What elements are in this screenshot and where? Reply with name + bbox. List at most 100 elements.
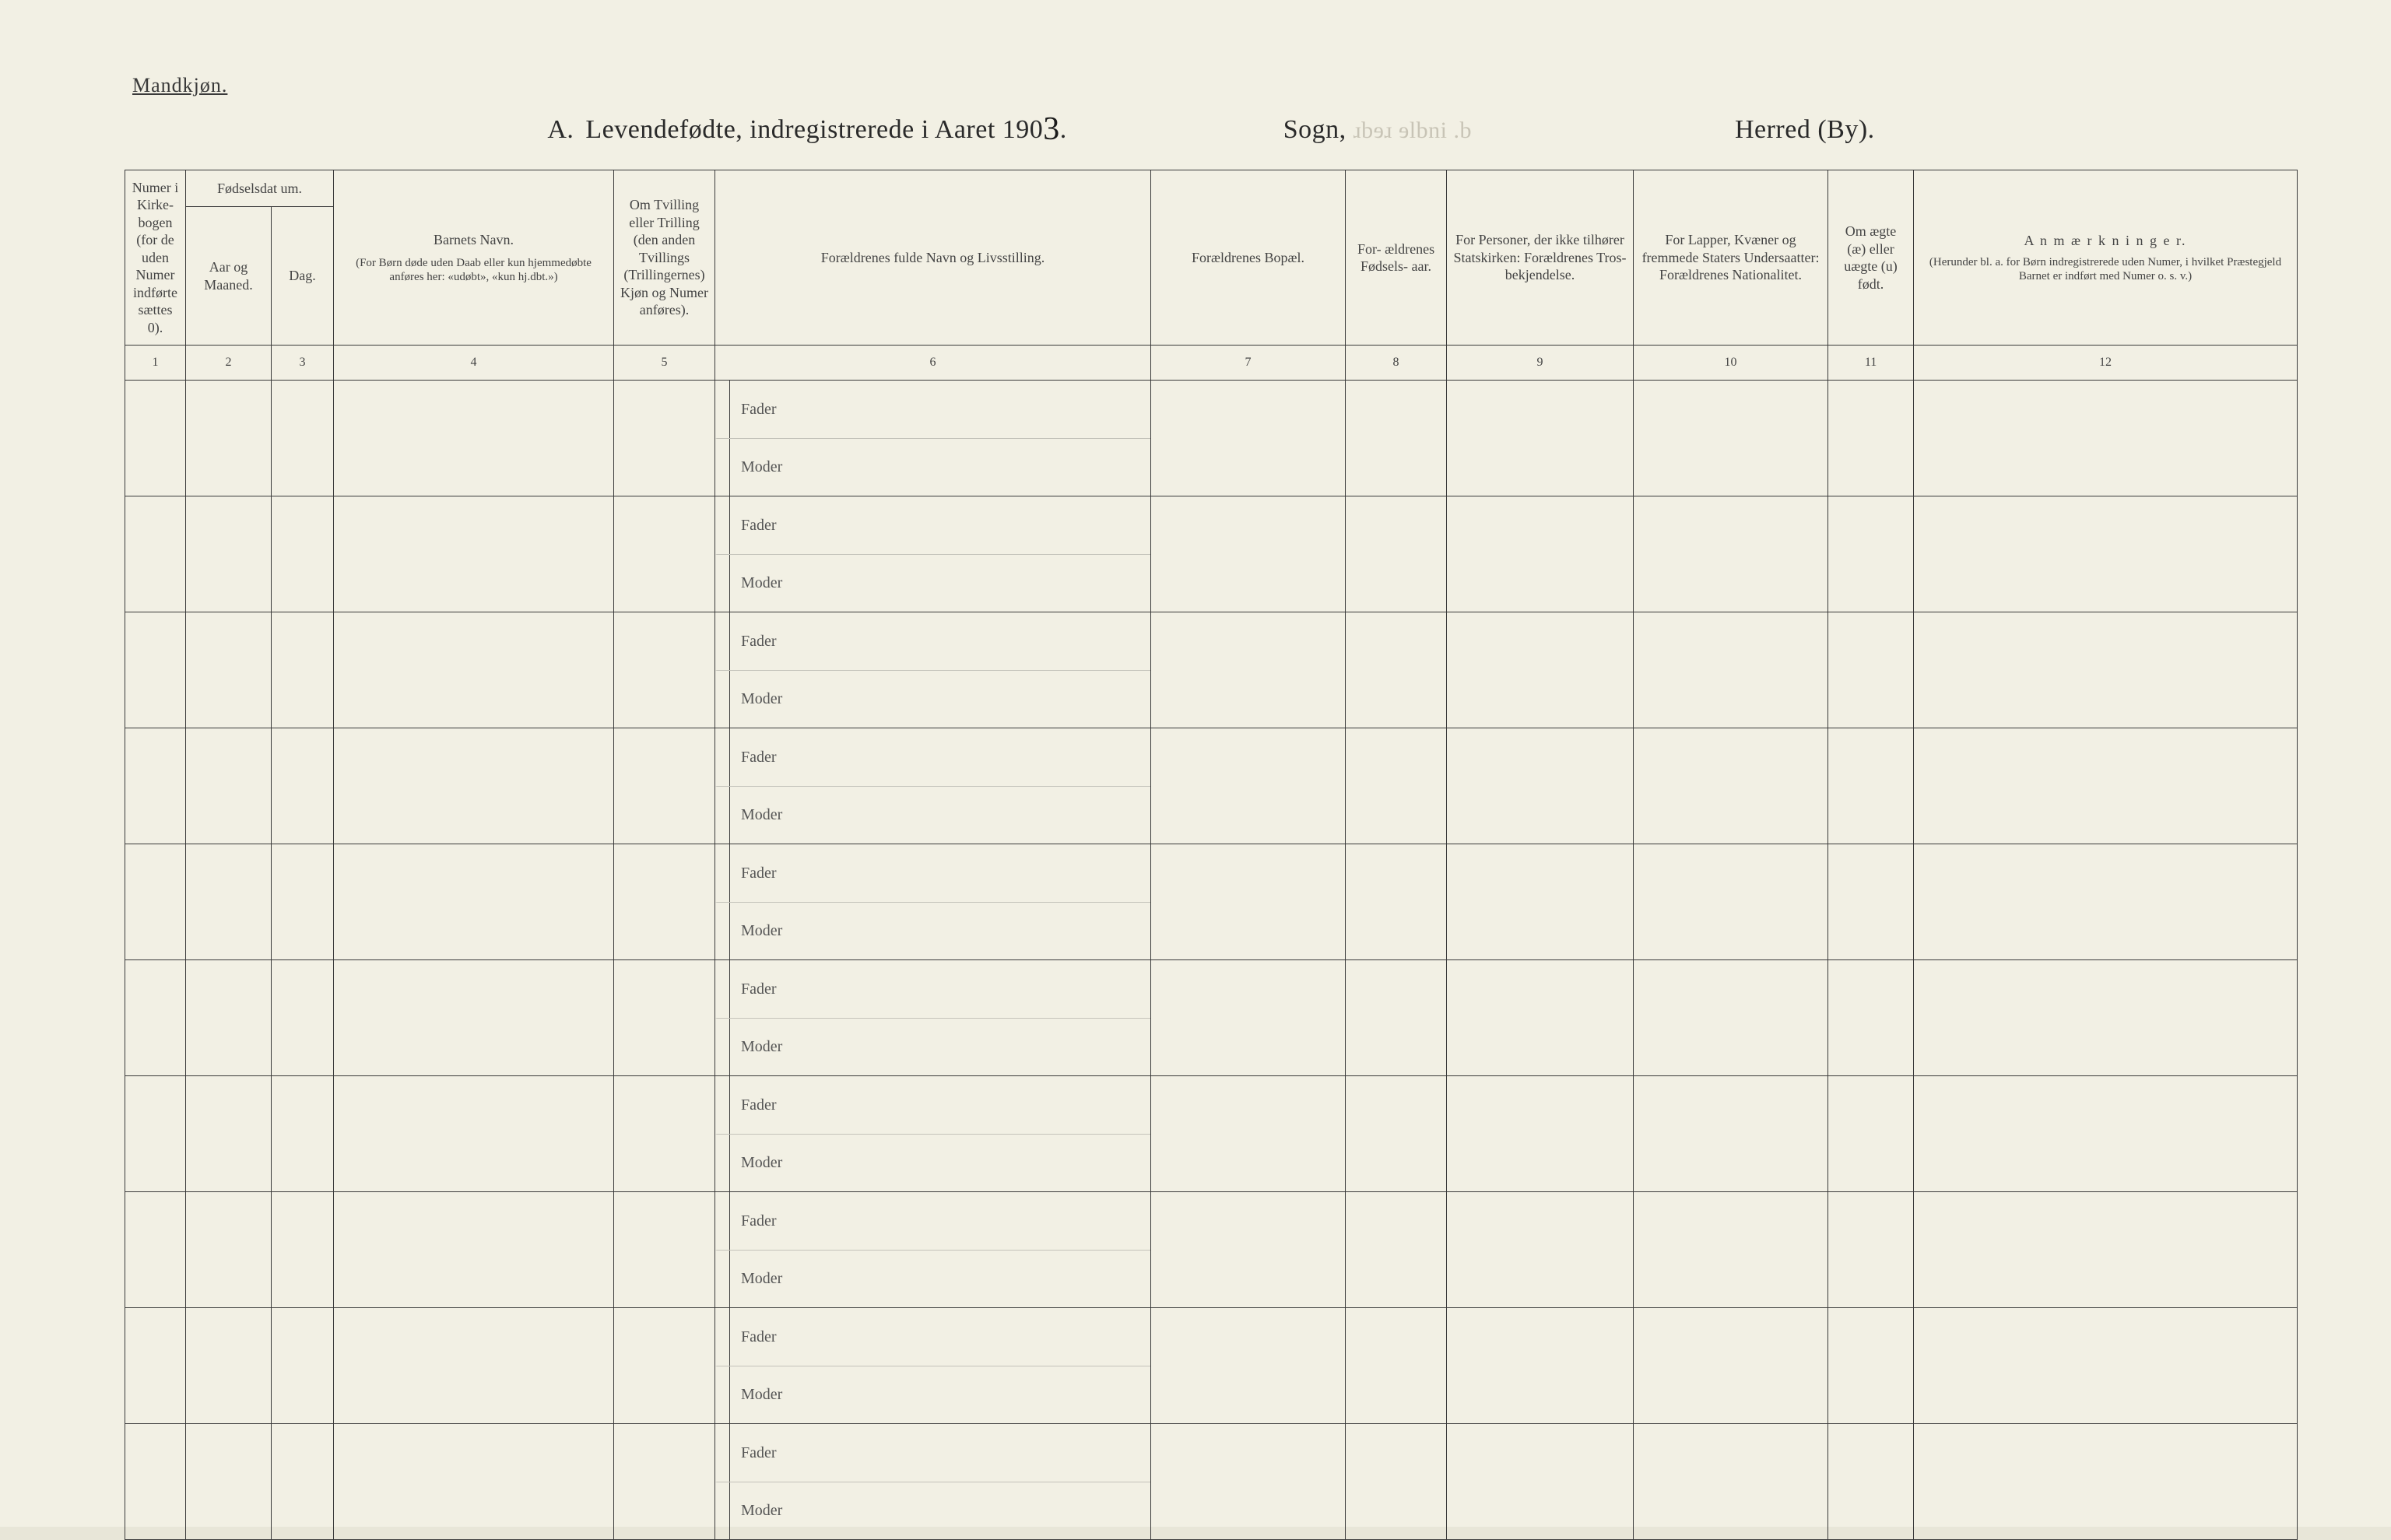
cell-c1 xyxy=(125,1424,186,1540)
table-row: FaderModer xyxy=(125,1308,2298,1424)
cell-c3 xyxy=(272,960,334,1076)
cell-c5 xyxy=(614,1308,715,1424)
fader-label: Fader xyxy=(729,1424,795,1482)
cell-c1 xyxy=(125,728,186,844)
cell-c3 xyxy=(272,612,334,728)
cell-c9 xyxy=(1447,1424,1634,1540)
cell-c3 xyxy=(272,728,334,844)
cell-c5 xyxy=(614,1424,715,1540)
moder-label: Moder xyxy=(729,1251,795,1307)
col2-header: Aar og Maaned. xyxy=(186,207,272,346)
table-row: FaderModer xyxy=(125,960,2298,1076)
col9-header: For Personer, der ikke tilhører Statskir… xyxy=(1447,170,1634,346)
colnum-12: 12 xyxy=(1914,346,2298,381)
table-row: FaderModer xyxy=(125,728,2298,844)
fader-label: Fader xyxy=(729,844,795,902)
cell-c7 xyxy=(1151,496,1346,612)
moder-label: Moder xyxy=(729,787,795,844)
cell-c7 xyxy=(1151,612,1346,728)
cell-c5 xyxy=(614,1076,715,1192)
cell-c10 xyxy=(1634,1076,1828,1192)
cell-c2 xyxy=(186,1192,272,1308)
colnum-5: 5 xyxy=(614,346,715,381)
cell-c6: FaderModer xyxy=(715,612,1151,728)
cell-c3 xyxy=(272,844,334,960)
cell-c2 xyxy=(186,960,272,1076)
colnum-6: 6 xyxy=(715,346,1151,381)
cell-c4 xyxy=(334,496,614,612)
colnum-4: 4 xyxy=(334,346,614,381)
cell-c11 xyxy=(1828,1192,1914,1308)
cell-c4 xyxy=(334,960,614,1076)
cell-c2 xyxy=(186,1076,272,1192)
cell-c9 xyxy=(1447,844,1634,960)
fader-label: Fader xyxy=(729,1192,795,1250)
table-row: FaderModer xyxy=(125,612,2298,728)
page-title: A. Levendefødte, indregistrerede i Aaret… xyxy=(125,109,2298,146)
cell-c2 xyxy=(186,496,272,612)
cell-c1 xyxy=(125,1308,186,1424)
cell-c8 xyxy=(1346,1308,1447,1424)
cell-c2 xyxy=(186,381,272,496)
cell-c3 xyxy=(272,1424,334,1540)
cell-c9 xyxy=(1447,381,1634,496)
cell-c10 xyxy=(1634,496,1828,612)
col8-header: For- ældrenes Fødsels- aar. xyxy=(1346,170,1447,346)
moder-label: Moder xyxy=(729,1482,795,1539)
cell-c5 xyxy=(614,960,715,1076)
cell-c6: FaderModer xyxy=(715,381,1151,496)
cell-c2 xyxy=(186,1424,272,1540)
cell-c9 xyxy=(1447,1192,1634,1308)
cell-c7 xyxy=(1151,728,1346,844)
colnum-8: 8 xyxy=(1346,346,1447,381)
colnum-11: 11 xyxy=(1828,346,1914,381)
moder-label: Moder xyxy=(729,671,795,728)
title-sogn: Sogn, xyxy=(1283,115,1346,144)
cell-c1 xyxy=(125,381,186,496)
cell-c10 xyxy=(1634,844,1828,960)
gender-label: Mandkjøn. xyxy=(132,74,227,97)
cell-c8 xyxy=(1346,612,1447,728)
cell-c11 xyxy=(1828,960,1914,1076)
cell-c9 xyxy=(1447,1076,1634,1192)
cell-c10 xyxy=(1634,612,1828,728)
cell-c11 xyxy=(1828,1076,1914,1192)
cell-c9 xyxy=(1447,496,1634,612)
col4-sub: (For Børn døde uden Daab eller kun hjemm… xyxy=(340,256,607,284)
cell-c3 xyxy=(272,381,334,496)
cell-c12 xyxy=(1914,728,2298,844)
cell-c9 xyxy=(1447,612,1634,728)
col6-header: Forældrenes fulde Navn og Livsstilling. xyxy=(715,170,1151,346)
cell-c5 xyxy=(614,728,715,844)
cell-c2 xyxy=(186,612,272,728)
cell-c2 xyxy=(186,844,272,960)
cell-c7 xyxy=(1151,1192,1346,1308)
cell-c6: FaderModer xyxy=(715,1076,1151,1192)
moder-label: Moder xyxy=(729,1019,795,1075)
moder-label: Moder xyxy=(729,439,795,496)
cell-c6: FaderModer xyxy=(715,728,1151,844)
cell-c5 xyxy=(614,1192,715,1308)
col12-title: A n m æ r k n i n g e r. xyxy=(1920,232,2291,250)
fader-label: Fader xyxy=(729,381,795,438)
col4-title: Barnets Navn. xyxy=(340,231,607,249)
cell-c12 xyxy=(1914,496,2298,612)
cell-c2 xyxy=(186,728,272,844)
page: Mandkjøn. A. Levendefødte, indregistrere… xyxy=(0,0,2391,1527)
colnum-9: 9 xyxy=(1447,346,1634,381)
cell-c9 xyxy=(1447,1308,1634,1424)
cell-c11 xyxy=(1828,1308,1914,1424)
cell-c7 xyxy=(1151,1308,1346,1424)
fader-label: Fader xyxy=(729,612,795,670)
cell-c4 xyxy=(334,728,614,844)
colnum-1: 1 xyxy=(125,346,186,381)
cell-c5 xyxy=(614,612,715,728)
fader-label: Fader xyxy=(729,1076,795,1134)
cell-c6: FaderModer xyxy=(715,1192,1151,1308)
cell-c12 xyxy=(1914,381,2298,496)
colnum-7: 7 xyxy=(1151,346,1346,381)
table-row: FaderModer xyxy=(125,1424,2298,1540)
cell-c4 xyxy=(334,1424,614,1540)
cell-c4 xyxy=(334,1192,614,1308)
cell-c10 xyxy=(1634,1308,1828,1424)
